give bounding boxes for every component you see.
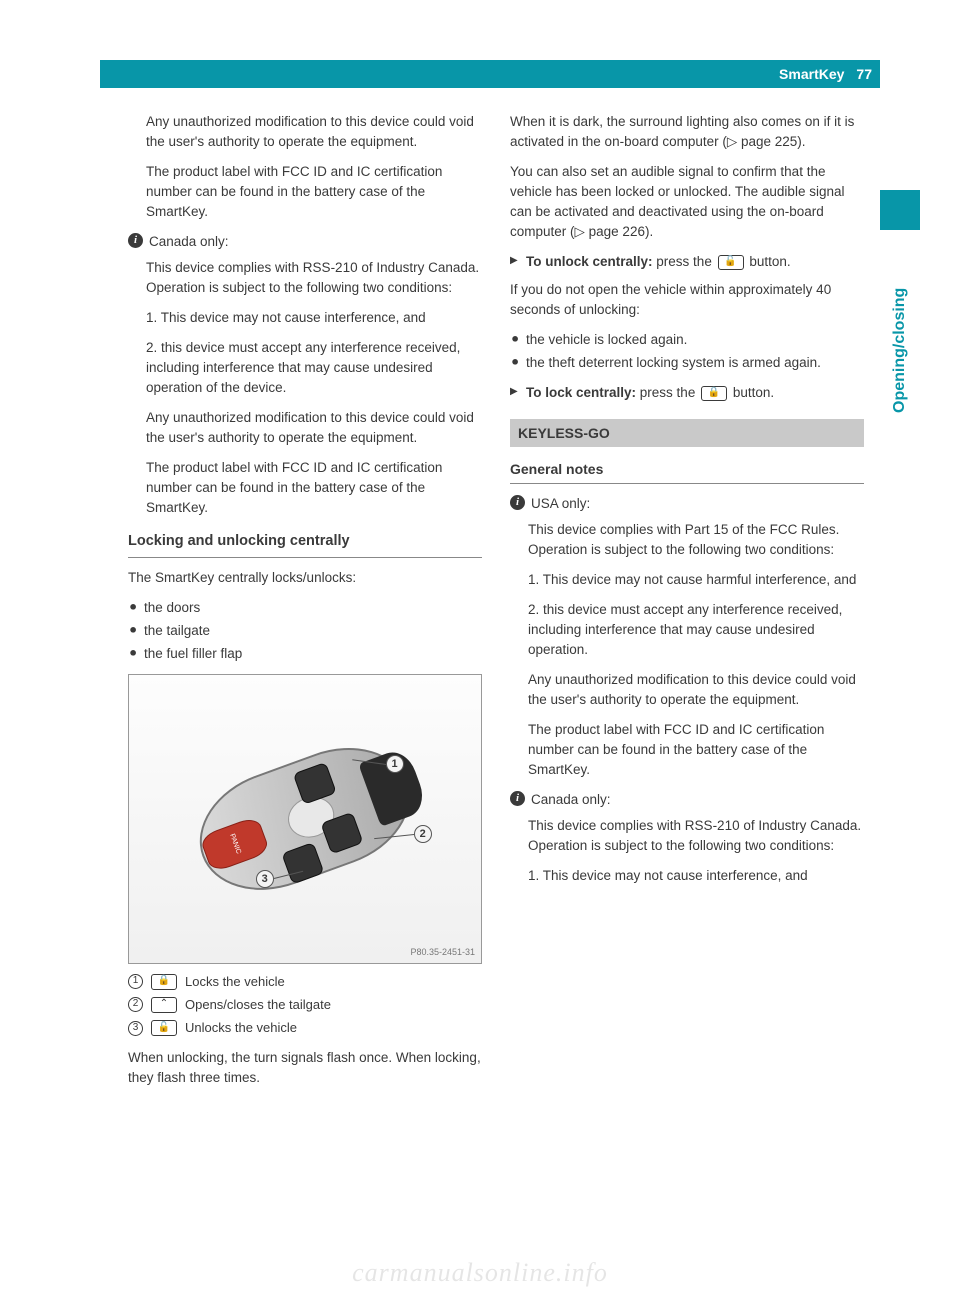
- paragraph: This device complies with RSS-210 of Ind…: [510, 816, 864, 856]
- list-item: the tailgate: [128, 621, 482, 641]
- callout-1: 1: [386, 755, 404, 773]
- action-label: To unlock centrally:: [526, 254, 653, 269]
- legend-num: 1: [128, 974, 143, 989]
- paragraph: The product label with FCC ID and IC cer…: [128, 458, 482, 518]
- page-number: 77: [856, 66, 872, 82]
- paragraph: 1. This device may not cause harmful int…: [510, 570, 864, 590]
- info-icon: i: [510, 791, 525, 806]
- watermark: carmanualsonline.info: [352, 1258, 608, 1288]
- bullet-list: the vehicle is locked again. the theft d…: [510, 330, 864, 373]
- list-item: the theft deterrent locking system is ar…: [510, 353, 864, 373]
- paragraph: Any unauthorized modification to this de…: [128, 408, 482, 448]
- subheading: General notes: [510, 459, 864, 484]
- paragraph: The product label with FCC ID and IC cer…: [510, 720, 864, 780]
- action-label: To lock centrally:: [526, 385, 636, 400]
- info-text: Canada only:: [149, 232, 229, 252]
- list-item: the vehicle is locked again.: [510, 330, 864, 350]
- info-note: i USA only:: [510, 494, 864, 514]
- legend-text: Opens/closes the tailgate: [185, 995, 331, 1014]
- bullet-list: the doors the tailgate the fuel filler f…: [128, 598, 482, 664]
- paragraph: This device complies with RSS-210 of Ind…: [128, 258, 482, 298]
- info-icon: i: [128, 233, 143, 248]
- subheading: Locking and unlocking centrally: [128, 531, 482, 557]
- legend-num: 3: [128, 1021, 143, 1036]
- figure-legend: 1 🔒 Locks the vehicle 2 ⌃ Opens/closes t…: [128, 972, 482, 1038]
- tailgate-icon: ⌃: [151, 997, 177, 1013]
- figure-code: P80.35-2451-31: [410, 946, 475, 959]
- info-icon: i: [510, 495, 525, 510]
- action-step: To lock centrally: press the 🔒 button.: [510, 383, 864, 403]
- key-button: [281, 842, 325, 885]
- manual-page: SmartKey 77 Opening/closing Any unauthor…: [100, 60, 880, 1240]
- legend-text: Locks the vehicle: [185, 972, 285, 991]
- paragraph: 2. this device must accept any interfere…: [128, 338, 482, 398]
- paragraph: When unlocking, the turn signals flash o…: [128, 1048, 482, 1088]
- paragraph: 2. this device must accept any interfere…: [510, 600, 864, 660]
- paragraph: 1. This device may not cause interferenc…: [510, 866, 864, 886]
- action-step: To unlock centrally: press the 🔓 button.: [510, 252, 864, 272]
- left-column: Any unauthorized modification to this de…: [128, 112, 482, 1098]
- paragraph: You can also set an audible signal to co…: [510, 162, 864, 242]
- section-heading: KEYLESS-GO: [510, 419, 864, 448]
- key-button: [293, 762, 337, 805]
- right-column: When it is dark, the surround lighting a…: [510, 112, 864, 1098]
- legend-text: Unlocks the vehicle: [185, 1018, 297, 1037]
- info-note: i Canada only:: [510, 790, 864, 810]
- list-item: the doors: [128, 598, 482, 618]
- legend-row: 2 ⌃ Opens/closes the tailgate: [128, 995, 482, 1014]
- callout-3: 3: [256, 870, 274, 888]
- paragraph: If you do not open the vehicle within ap…: [510, 280, 864, 320]
- info-text: USA only:: [531, 494, 590, 514]
- paragraph: 1. This device may not cause interferenc…: [128, 308, 482, 328]
- action-text: press the: [656, 254, 715, 269]
- header-title: SmartKey: [779, 66, 844, 82]
- list-item: the fuel filler flap: [128, 644, 482, 664]
- info-note: i Canada only:: [128, 232, 482, 252]
- page-header: SmartKey 77: [100, 60, 880, 88]
- unlock-icon: 🔓: [718, 255, 744, 270]
- paragraph: When it is dark, the surround lighting a…: [510, 112, 864, 152]
- lock-icon: 🔒: [701, 386, 727, 401]
- action-tail: button.: [749, 254, 790, 269]
- action-tail: button.: [733, 385, 774, 400]
- chapter-label: Opening/closing: [880, 236, 920, 466]
- panic-button: PANIC: [199, 816, 271, 874]
- paragraph: Any unauthorized modification to this de…: [128, 112, 482, 152]
- legend-row: 3 🔓 Unlocks the vehicle: [128, 1018, 482, 1037]
- paragraph: The product label with FCC ID and IC cer…: [128, 162, 482, 222]
- paragraph: This device complies with Part 15 of the…: [510, 520, 864, 560]
- legend-num: 2: [128, 997, 143, 1012]
- paragraph: Any unauthorized modification to this de…: [510, 670, 864, 710]
- legend-row: 1 🔒 Locks the vehicle: [128, 972, 482, 991]
- action-text: press the: [640, 385, 699, 400]
- callout-2: 2: [414, 825, 432, 843]
- paragraph: The SmartKey centrally locks/unlocks:: [128, 568, 482, 588]
- smartkey-figure: PANIC 1 2 3 P80.35-2451-31: [128, 674, 482, 964]
- chapter-tab: Opening/closing: [880, 190, 920, 470]
- tab-marker: [880, 190, 920, 230]
- info-text: Canada only:: [531, 790, 611, 810]
- lock-icon: 🔒: [151, 974, 177, 990]
- unlock-icon: 🔓: [151, 1020, 177, 1036]
- page-content: Any unauthorized modification to this de…: [100, 88, 880, 1106]
